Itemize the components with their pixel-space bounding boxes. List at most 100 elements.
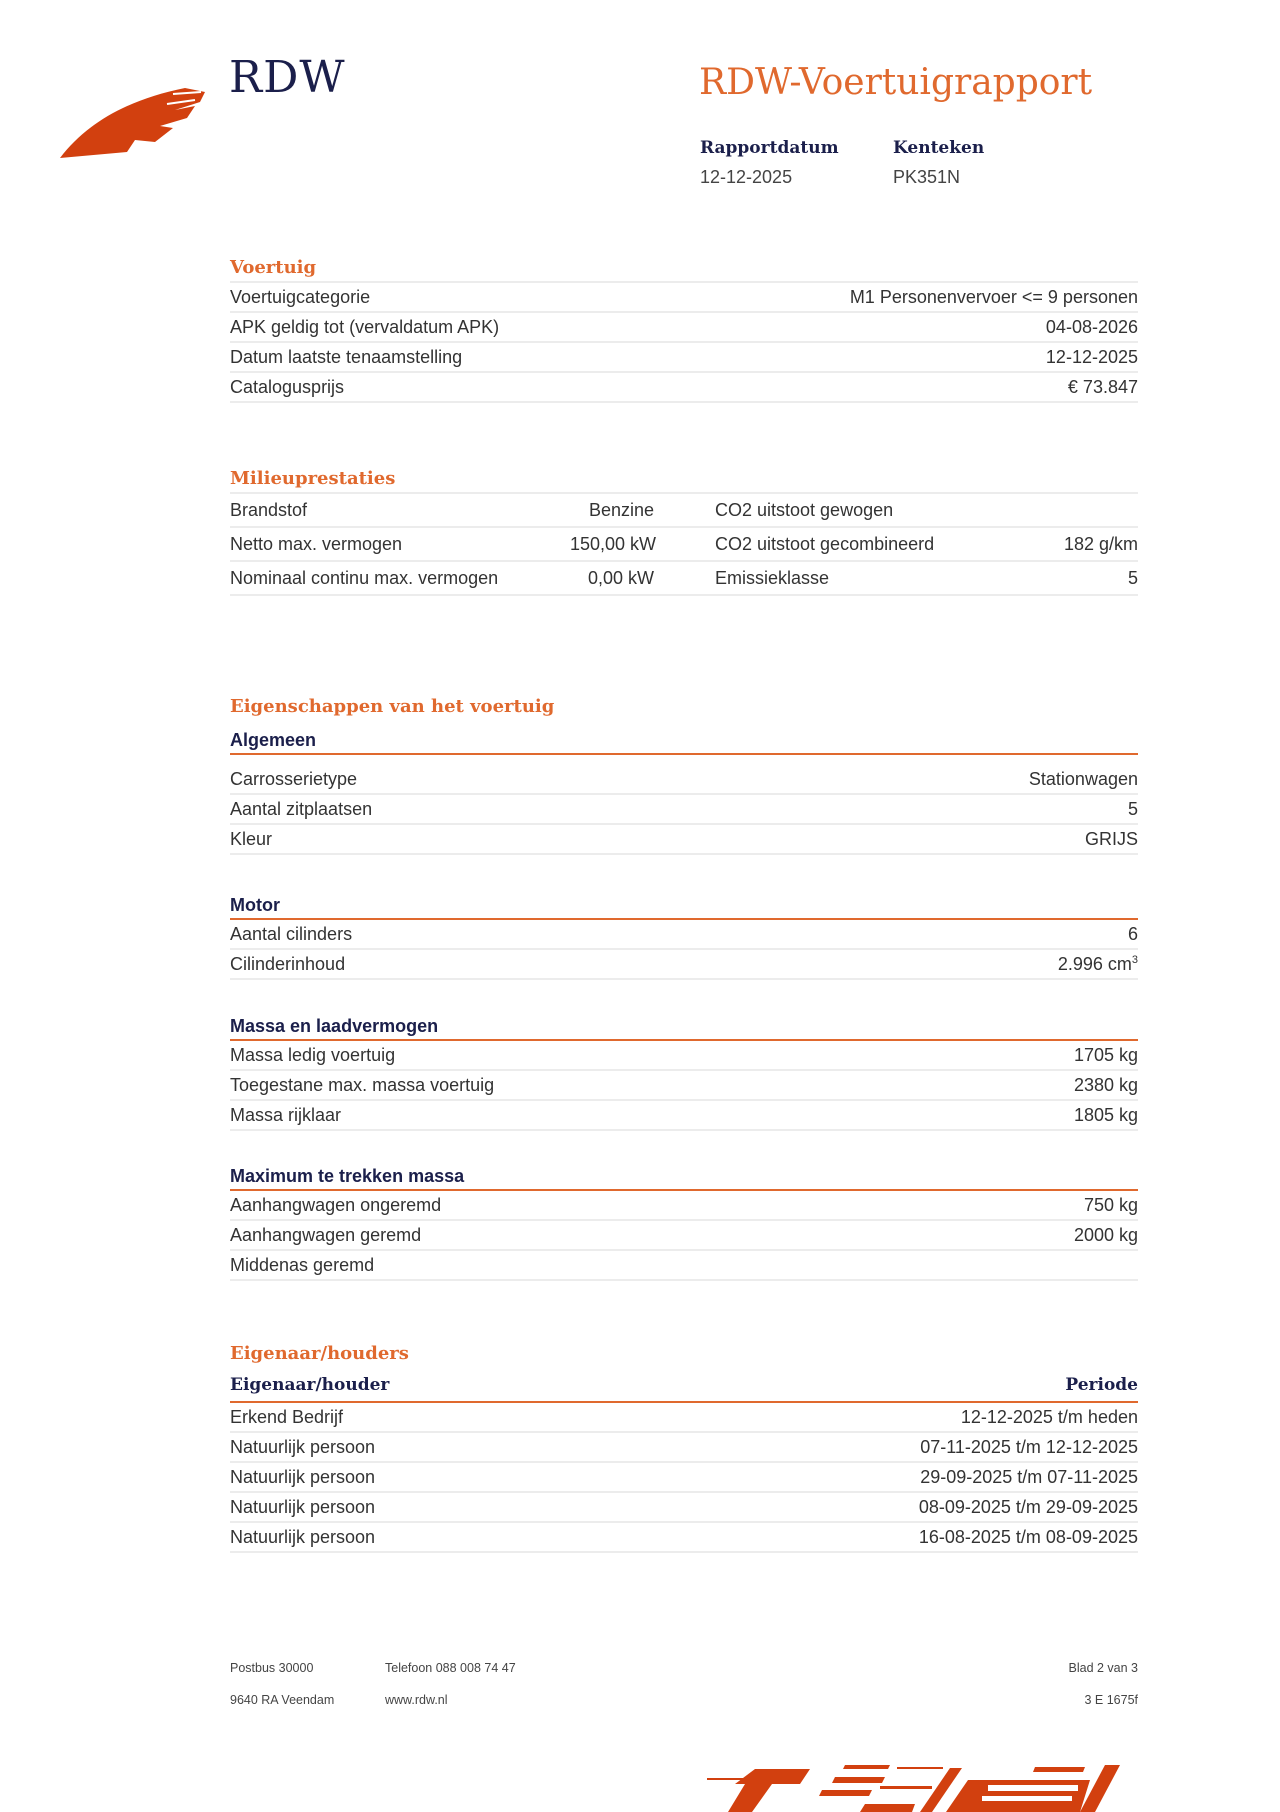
report-title: RDW-Voertuigrapport	[699, 62, 1093, 103]
table-row: Toegestane max. massa voertuig 2380 kg	[230, 1071, 1138, 1101]
brand-name: RDW	[229, 52, 346, 103]
table-row: Nominaal continu max. vermogen 0,00 kW Emi…	[230, 562, 1138, 596]
section-milieuprestaties: Milieuprestaties Brandstof Benzine CO2 uits…	[230, 466, 1138, 596]
column-header-owner: Eigenaar/houder	[230, 1375, 390, 1395]
table-row: Catalogusprijs € 73.847	[230, 373, 1138, 403]
section-heading-eigenschappen: Eigenschappen van het voertuig	[230, 696, 555, 717]
row-label: Aanhangwagen ongeremd	[230, 1194, 442, 1215]
row-value-text: 1805 kg	[1073, 1104, 1138, 1125]
row-value: 08-09-2025 t/m 29-09-2025	[919, 1497, 1138, 1518]
table-row: Natuurlijk persoon 16-08-2025 t/m 08-09-2…	[230, 1523, 1138, 1553]
voertuig-table: Voertuigcategorie M1 Personenvervoer <= 9…	[230, 281, 1138, 403]
group-heading: Maximum te trekken massa	[230, 1161, 1138, 1191]
row-value: 16-08-2025 t/m 08-09-2025	[919, 1527, 1138, 1548]
row-value: 2380 kg	[1074, 1075, 1138, 1096]
row-value-text: 12-12-2025	[1045, 346, 1138, 367]
row-value: 0,00 kW	[587, 567, 654, 588]
row-value: 29-09-2025 t/m 07-11-2025	[920, 1467, 1138, 1488]
footer-city: 9640 RA Veendam	[230, 1693, 335, 1707]
group-algemeen: Algemeen Carrosserietype Stationwagen Aanta…	[230, 725, 1138, 855]
row-right: CO2 uitstoot gewogen	[715, 500, 1138, 521]
row-value-2: 5	[1127, 567, 1138, 588]
table-row: Aanhangwagen geremd 2000 kg	[230, 1221, 1138, 1251]
row-value-text: 1705 kg	[1073, 1044, 1138, 1065]
row-value: GRIJS	[1085, 829, 1138, 850]
row-value-text: 2.996 cm	[1057, 953, 1132, 974]
row-value: 04-08-2026	[1046, 317, 1138, 338]
report-date-label: Rapportdatum	[700, 138, 839, 158]
row-value: € 73.847	[1068, 377, 1138, 398]
row-value: 12-12-2025 t/m heden	[961, 1407, 1138, 1428]
row-value-text: 08-09-2025 t/m 29-09-2025	[918, 1496, 1138, 1517]
table-row: Massa rijklaar 1805 kg	[230, 1101, 1138, 1131]
row-value: 12-12-2025	[1046, 347, 1138, 368]
row-value-text: 750 kg	[1083, 1194, 1138, 1215]
table-row: Aantal cilinders 6	[230, 920, 1138, 950]
table-row: Carrosserietype Stationwagen	[230, 765, 1138, 795]
table-row: Natuurlijk persoon 08-09-2025 t/m 29-09-2…	[230, 1493, 1138, 1523]
table-row: Erkend Bedrijf 12-12-2025 t/m heden	[230, 1403, 1138, 1433]
row-value-text: 2000 kg	[1073, 1224, 1138, 1245]
row-value: 1705 kg	[1074, 1045, 1138, 1066]
column-header-period: Periode	[1065, 1375, 1138, 1395]
plate-label: Kenteken	[893, 138, 985, 158]
row-value: Benzine	[588, 499, 654, 520]
row-value-text: € 73.847	[1067, 376, 1138, 397]
row-label: Carrosserietype	[230, 768, 358, 789]
row-right: Emissieklasse 5	[715, 568, 1138, 589]
row-value: 5	[1128, 799, 1138, 820]
table-row: Massa ledig voertuig 1705 kg	[230, 1041, 1138, 1071]
row-value: 750 kg	[1084, 1195, 1138, 1216]
row-value-text: 12-12-2025 t/m heden	[960, 1406, 1138, 1427]
row-label: Natuurlijk persoon	[230, 1466, 376, 1487]
row-label-2: CO2 uitstoot gewogen	[715, 499, 894, 520]
row-label: Aantal cilinders	[230, 923, 353, 944]
row-label: Nominaal continu max. vermogen	[230, 567, 499, 588]
row-label: Catalogusprijs	[230, 376, 345, 397]
row-value-text: 6	[1127, 923, 1138, 944]
table-row: Netto max. vermogen 150,00 kW CO2 uitstoot…	[230, 528, 1138, 562]
row-value: M1 Personenvervoer <= 9 personen	[850, 287, 1138, 308]
row-value: 1805 kg	[1074, 1105, 1138, 1126]
group-maximum-te-trekken-massa: Maximum te trekken massa Aanhangwagen ong…	[230, 1161, 1138, 1281]
row-label: Erkend Bedrijf	[230, 1406, 344, 1427]
row-label: Aantal zitplaatsen	[230, 798, 373, 819]
table-row: Natuurlijk persoon 29-09-2025 t/m 07-11-2…	[230, 1463, 1138, 1493]
row-value-text: 5	[1127, 798, 1138, 819]
table-header: Eigenaar/houder Periode	[230, 1367, 1138, 1403]
row-value-text: 16-08-2025 t/m 08-09-2025	[918, 1526, 1138, 1547]
row-label: Voertuigcategorie	[230, 286, 371, 307]
group-heading: Massa en laadvermogen	[230, 1011, 1138, 1041]
group-heading: Algemeen	[230, 725, 1138, 755]
footer-web[interactable]: www.rdw.nl	[385, 1693, 448, 1707]
table-row: Middenas geremd	[230, 1251, 1138, 1281]
section-voertuig: Voertuig Voertuigcategorie M1 Personenverv…	[230, 255, 1138, 403]
group-massa-en-laadvermogen: Massa en laadvermogen Massa ledig voertui…	[230, 1011, 1138, 1131]
table-row: Cilinderinhoud 2.996 cm3	[230, 950, 1138, 980]
row-label: Middenas geremd	[230, 1254, 375, 1275]
row-value-text: GRIJS	[1084, 828, 1138, 849]
row-value-text: 04-08-2026	[1045, 316, 1138, 337]
section-heading: Milieuprestaties	[230, 468, 396, 489]
row-value-text: 2380 kg	[1073, 1074, 1138, 1095]
row-value-2: 182 g/km	[1063, 533, 1138, 554]
milieu-table: Brandstof Benzine CO2 uitstoot gewogen Nett…	[230, 492, 1138, 596]
row-label: Netto max. vermogen	[230, 533, 403, 554]
footer-page: Blad 2 van 3	[1068, 1661, 1139, 1675]
row-label: Massa ledig voertuig	[230, 1044, 396, 1065]
row-label: Datum laatste tenaamstelling	[230, 346, 463, 367]
table-row: Aanhangwagen ongeremd 750 kg	[230, 1191, 1138, 1221]
row-value-text: M1 Personenvervoer <= 9 personen	[849, 286, 1138, 307]
row-value: 6	[1128, 924, 1138, 945]
row-value: 2000 kg	[1074, 1225, 1138, 1246]
section-heading: Eigenaar/houders	[230, 1343, 409, 1364]
row-label: Natuurlijk persoon	[230, 1526, 376, 1547]
row-value: 07-11-2025 t/m 12-12-2025	[920, 1437, 1138, 1458]
row-label: Kleur	[230, 828, 273, 849]
report-date: 12-12-2025	[700, 167, 793, 187]
row-value-text: Stationwagen	[1028, 768, 1138, 789]
footer-phone: Telefoon 088 008 74 47	[385, 1661, 516, 1675]
row-label: Brandstof	[230, 499, 308, 520]
table-row: Aantal zitplaatsen 5	[230, 795, 1138, 825]
row-label: Aanhangwagen geremd	[230, 1224, 422, 1245]
